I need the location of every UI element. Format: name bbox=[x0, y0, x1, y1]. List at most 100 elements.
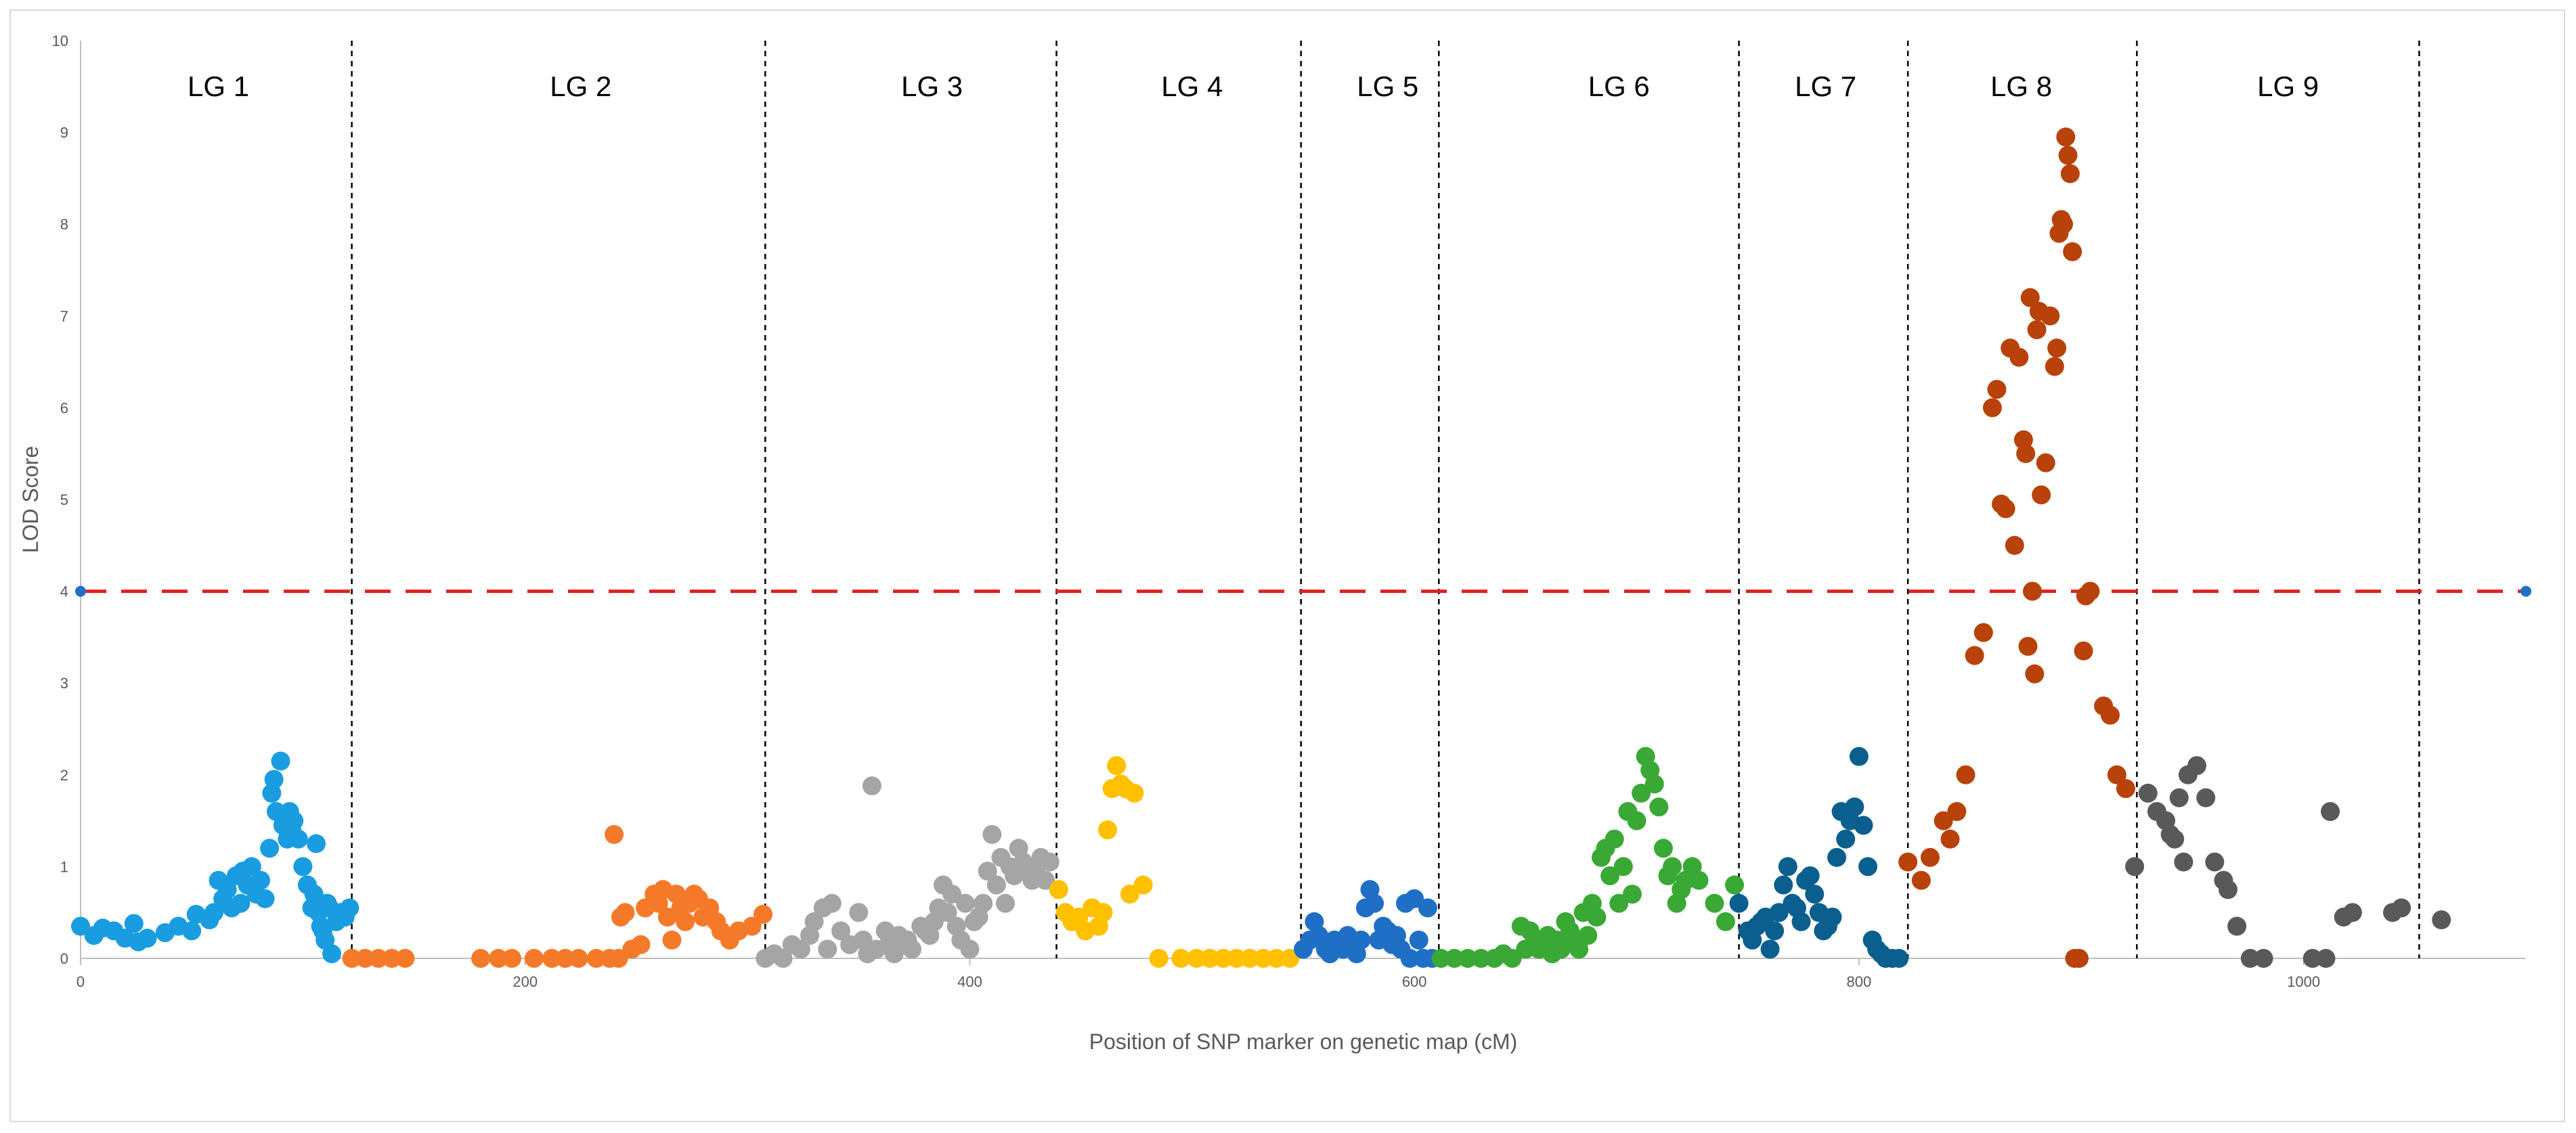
data-point bbox=[71, 916, 90, 936]
data-point bbox=[1093, 903, 1113, 923]
data-point bbox=[2005, 535, 2024, 555]
data-point bbox=[2018, 636, 2038, 656]
y-tick-label: 10 bbox=[52, 32, 68, 49]
data-point bbox=[1854, 816, 1873, 835]
data-point bbox=[831, 921, 851, 941]
data-point bbox=[217, 880, 237, 899]
data-point bbox=[2060, 164, 2080, 183]
data-point bbox=[1898, 852, 1918, 872]
data-point bbox=[1365, 893, 1384, 913]
linkage-group-label-9: LG 9 bbox=[2257, 70, 2319, 102]
data-point bbox=[2020, 288, 2040, 307]
data-point bbox=[271, 751, 290, 771]
data-point bbox=[1213, 949, 1233, 968]
data-point bbox=[1622, 885, 1642, 904]
data-point bbox=[2218, 880, 2237, 899]
y-tick-label: 2 bbox=[60, 767, 68, 784]
data-point bbox=[986, 875, 1006, 895]
data-point bbox=[1800, 866, 1820, 885]
data-point bbox=[288, 829, 308, 849]
data-point bbox=[1649, 797, 1669, 817]
data-point bbox=[322, 944, 342, 964]
data-point bbox=[2205, 852, 2225, 872]
data-point bbox=[657, 907, 677, 927]
linkage-group-label-5: LG 5 bbox=[1357, 70, 1418, 102]
data-point bbox=[1200, 949, 1220, 968]
series-lg-3 bbox=[756, 776, 1060, 968]
data-point bbox=[1947, 802, 1967, 822]
data-point bbox=[2036, 453, 2055, 472]
data-point bbox=[1040, 852, 1060, 872]
x-axis-title: Position of SNP marker on genetic map (c… bbox=[1089, 1029, 1518, 1054]
data-point bbox=[1418, 898, 1437, 918]
data-point bbox=[742, 916, 762, 936]
x-tick-label: 1000 bbox=[2287, 973, 2320, 990]
data-point bbox=[1890, 949, 1909, 968]
data-point bbox=[1827, 847, 1847, 867]
data-point bbox=[2125, 857, 2145, 876]
data-point bbox=[978, 862, 997, 881]
data-point bbox=[2240, 949, 2260, 968]
linkage-group-label-8: LG 8 bbox=[1990, 70, 2052, 102]
series-lg-2 bbox=[342, 824, 773, 968]
data-point bbox=[822, 893, 842, 913]
data-point bbox=[1653, 839, 1673, 858]
data-point bbox=[1409, 930, 1428, 950]
data-point bbox=[1551, 939, 1571, 959]
data-point bbox=[2254, 949, 2273, 968]
data-point bbox=[304, 885, 324, 904]
linkage-group-label-2: LG 2 bbox=[550, 70, 611, 102]
data-point bbox=[2432, 910, 2451, 930]
data-point bbox=[307, 834, 326, 853]
x-tick-label: 600 bbox=[1402, 973, 1427, 990]
data-point bbox=[938, 903, 957, 923]
data-point bbox=[2040, 306, 2060, 326]
data-point bbox=[231, 893, 250, 913]
data-point bbox=[791, 939, 810, 959]
data-point bbox=[1729, 893, 1749, 913]
data-point bbox=[631, 935, 651, 954]
data-point bbox=[974, 893, 993, 913]
data-point bbox=[2169, 788, 2189, 807]
data-point bbox=[1578, 926, 1598, 946]
data-point bbox=[1133, 875, 1153, 895]
data-point bbox=[1125, 783, 1144, 803]
data-point bbox=[942, 885, 962, 904]
data-point bbox=[1689, 870, 1709, 890]
data-point bbox=[1240, 949, 1260, 968]
data-point bbox=[1458, 949, 1477, 968]
data-point bbox=[862, 776, 881, 796]
data-point bbox=[1431, 949, 1451, 968]
data-point bbox=[1987, 380, 2007, 399]
data-point bbox=[542, 949, 562, 968]
data-point bbox=[1120, 885, 1139, 904]
data-point bbox=[255, 889, 275, 908]
data-point bbox=[395, 949, 415, 968]
data-point bbox=[2342, 903, 2362, 923]
data-point bbox=[284, 811, 304, 830]
data-point bbox=[1149, 949, 1169, 968]
data-point bbox=[2025, 664, 2045, 684]
data-point bbox=[955, 893, 975, 913]
series-lg-9 bbox=[2125, 756, 2451, 968]
data-point bbox=[524, 949, 544, 968]
data-point bbox=[1965, 646, 1984, 665]
data-point bbox=[773, 949, 793, 968]
data-point bbox=[2074, 641, 2093, 661]
data-point bbox=[1405, 889, 1424, 908]
data-point bbox=[1471, 949, 1491, 968]
data-point bbox=[1778, 857, 1797, 876]
data-point bbox=[382, 949, 401, 968]
data-point bbox=[242, 857, 261, 876]
data-point bbox=[1920, 847, 1940, 867]
data-point bbox=[264, 770, 284, 789]
data-point bbox=[1253, 949, 1273, 968]
data-point bbox=[1774, 875, 1793, 895]
lod-scatter-chart: 0 1 2 3 4 5 6 7 8 9 10 0 200 400 600 800 1000 LG 1 LG 2 LG… bbox=[18, 32, 2531, 1054]
series-lg-1 bbox=[71, 751, 359, 964]
data-point bbox=[867, 939, 886, 959]
data-point bbox=[1280, 949, 1300, 968]
data-point bbox=[1725, 875, 1745, 895]
data-point bbox=[662, 930, 682, 950]
data-point bbox=[2174, 852, 2193, 872]
